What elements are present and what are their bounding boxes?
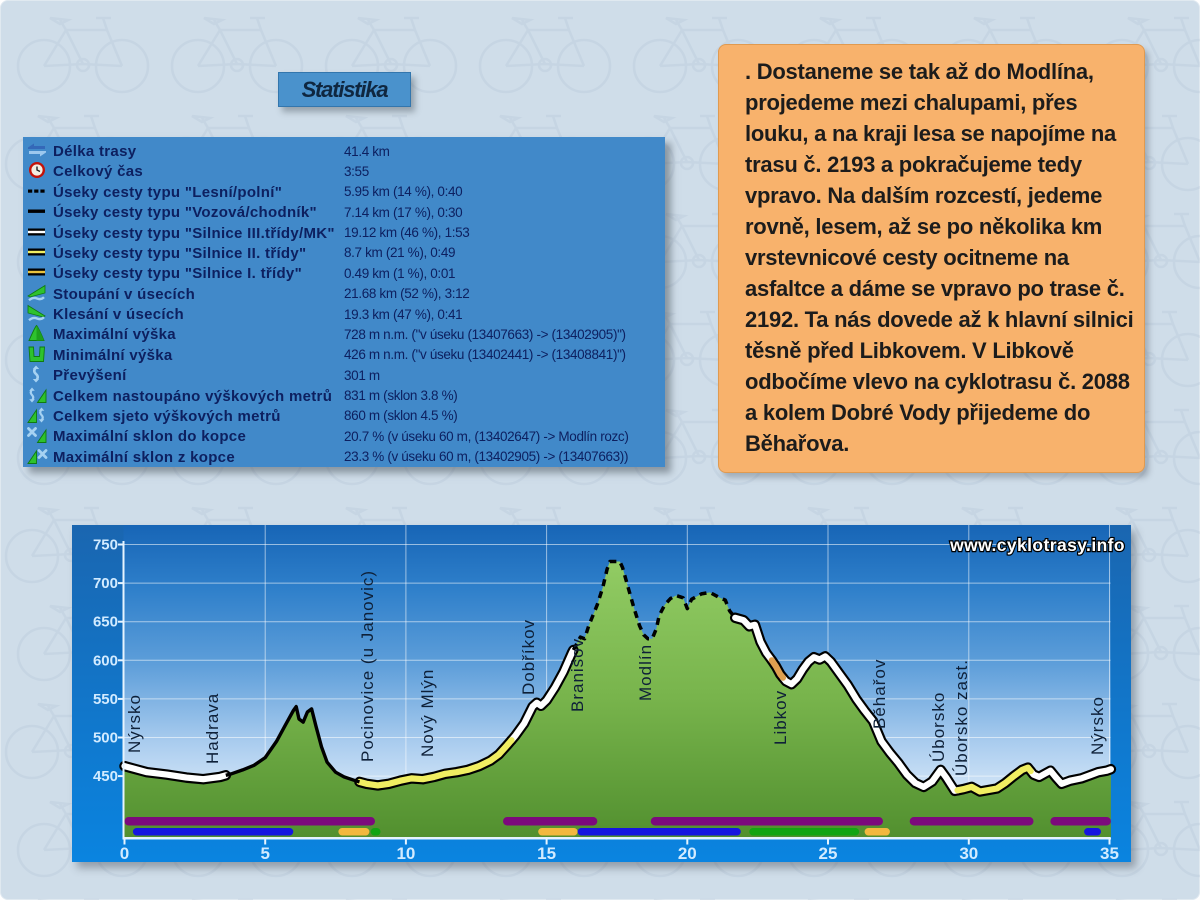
svg-text:Nový Mlýn: Nový Mlýn xyxy=(418,669,437,757)
svg-text:Úborsko zast.: Úborsko zast. xyxy=(952,659,971,776)
svg-text:Nýrsko: Nýrsko xyxy=(125,694,144,753)
svg-text:Libkov: Libkov xyxy=(771,690,790,745)
svg-text:Pocinovice (u Janovic): Pocinovice (u Janovic) xyxy=(358,570,377,762)
svg-text:550: 550 xyxy=(93,691,118,708)
svg-text:600: 600 xyxy=(93,652,118,669)
svg-text:10: 10 xyxy=(396,844,415,862)
svg-text:750: 750 xyxy=(93,537,118,554)
svg-text:700: 700 xyxy=(93,575,118,592)
svg-text:15: 15 xyxy=(537,844,556,862)
svg-text:20: 20 xyxy=(678,844,697,862)
svg-text:Dobříkov: Dobříkov xyxy=(519,619,538,695)
svg-text:Hadrava: Hadrava xyxy=(203,693,222,764)
svg-text:Branišov: Branišov xyxy=(568,638,587,712)
svg-text:5: 5 xyxy=(260,844,269,862)
svg-text:Úborsko: Úborsko xyxy=(929,692,948,762)
svg-text:www.cyklotrasy.info: www.cyklotrasy.info xyxy=(949,535,1125,555)
svg-text:0: 0 xyxy=(120,844,129,862)
svg-text:450: 450 xyxy=(93,768,118,785)
svg-text:35: 35 xyxy=(1100,844,1119,862)
svg-text:30: 30 xyxy=(959,844,978,862)
svg-text:650: 650 xyxy=(93,614,118,631)
svg-text:Nýrsko: Nýrsko xyxy=(1088,696,1107,755)
svg-text:500: 500 xyxy=(93,730,118,747)
svg-text:25: 25 xyxy=(819,844,838,862)
svg-text:Modlín: Modlín xyxy=(636,644,655,701)
svg-text:Běhařov: Běhařov xyxy=(870,659,889,729)
